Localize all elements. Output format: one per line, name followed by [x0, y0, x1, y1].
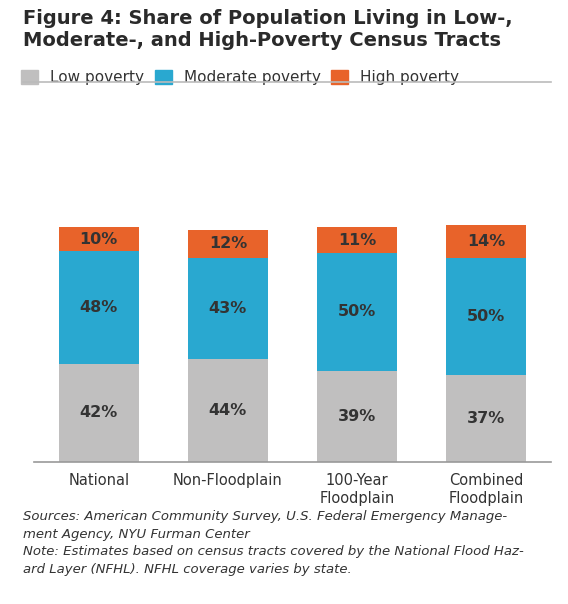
Bar [188, 359, 268, 462]
Text: 42%: 42% [80, 405, 118, 420]
Bar [446, 258, 527, 375]
Bar [446, 225, 527, 258]
Bar [188, 230, 268, 258]
Bar [59, 228, 139, 251]
Text: Figure 4: Share of Population Living in Low-,: Figure 4: Share of Population Living in … [23, 9, 512, 28]
Text: 43%: 43% [209, 301, 247, 316]
Text: 50%: 50% [467, 309, 506, 324]
Bar [188, 258, 268, 359]
Bar [446, 375, 527, 462]
Text: 44%: 44% [209, 403, 247, 418]
Text: Sources: American Community Survey, U.S. Federal Emergency Manage-
ment Agency, : Sources: American Community Survey, U.S.… [23, 510, 524, 576]
Legend: Low poverty, Moderate poverty, High poverty: Low poverty, Moderate poverty, High pove… [21, 70, 460, 85]
Bar [317, 228, 397, 253]
Bar [59, 364, 139, 462]
Text: 48%: 48% [80, 300, 118, 315]
Text: 50%: 50% [338, 304, 376, 320]
Text: 14%: 14% [467, 234, 506, 249]
Text: 12%: 12% [209, 236, 247, 251]
Bar [317, 371, 397, 462]
Text: 10%: 10% [80, 232, 118, 246]
Text: 37%: 37% [467, 411, 506, 426]
Bar [317, 253, 397, 371]
Text: Moderate-, and High-Poverty Census Tracts: Moderate-, and High-Poverty Census Tract… [23, 31, 501, 50]
Text: 11%: 11% [338, 233, 376, 248]
Bar [59, 251, 139, 364]
Text: 39%: 39% [338, 409, 376, 424]
